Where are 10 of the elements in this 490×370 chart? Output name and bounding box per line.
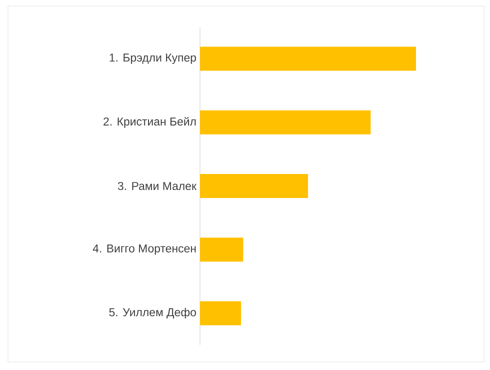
bar (200, 110, 371, 134)
bar (200, 174, 308, 198)
y-tick-label: 1. Брэдли Купер (110, 54, 196, 64)
y-tick-label: 3. Рами Малек (118, 182, 197, 190)
bar (200, 46, 416, 71)
y-tick-label: 2. Кристиан Бейл (104, 116, 196, 128)
bar (200, 301, 242, 326)
y-tick-label: 5. Уиллем Дефо (109, 308, 196, 319)
y-tick-label: 4. Вигго Мортенсен (92, 244, 196, 255)
bar (200, 238, 244, 262)
